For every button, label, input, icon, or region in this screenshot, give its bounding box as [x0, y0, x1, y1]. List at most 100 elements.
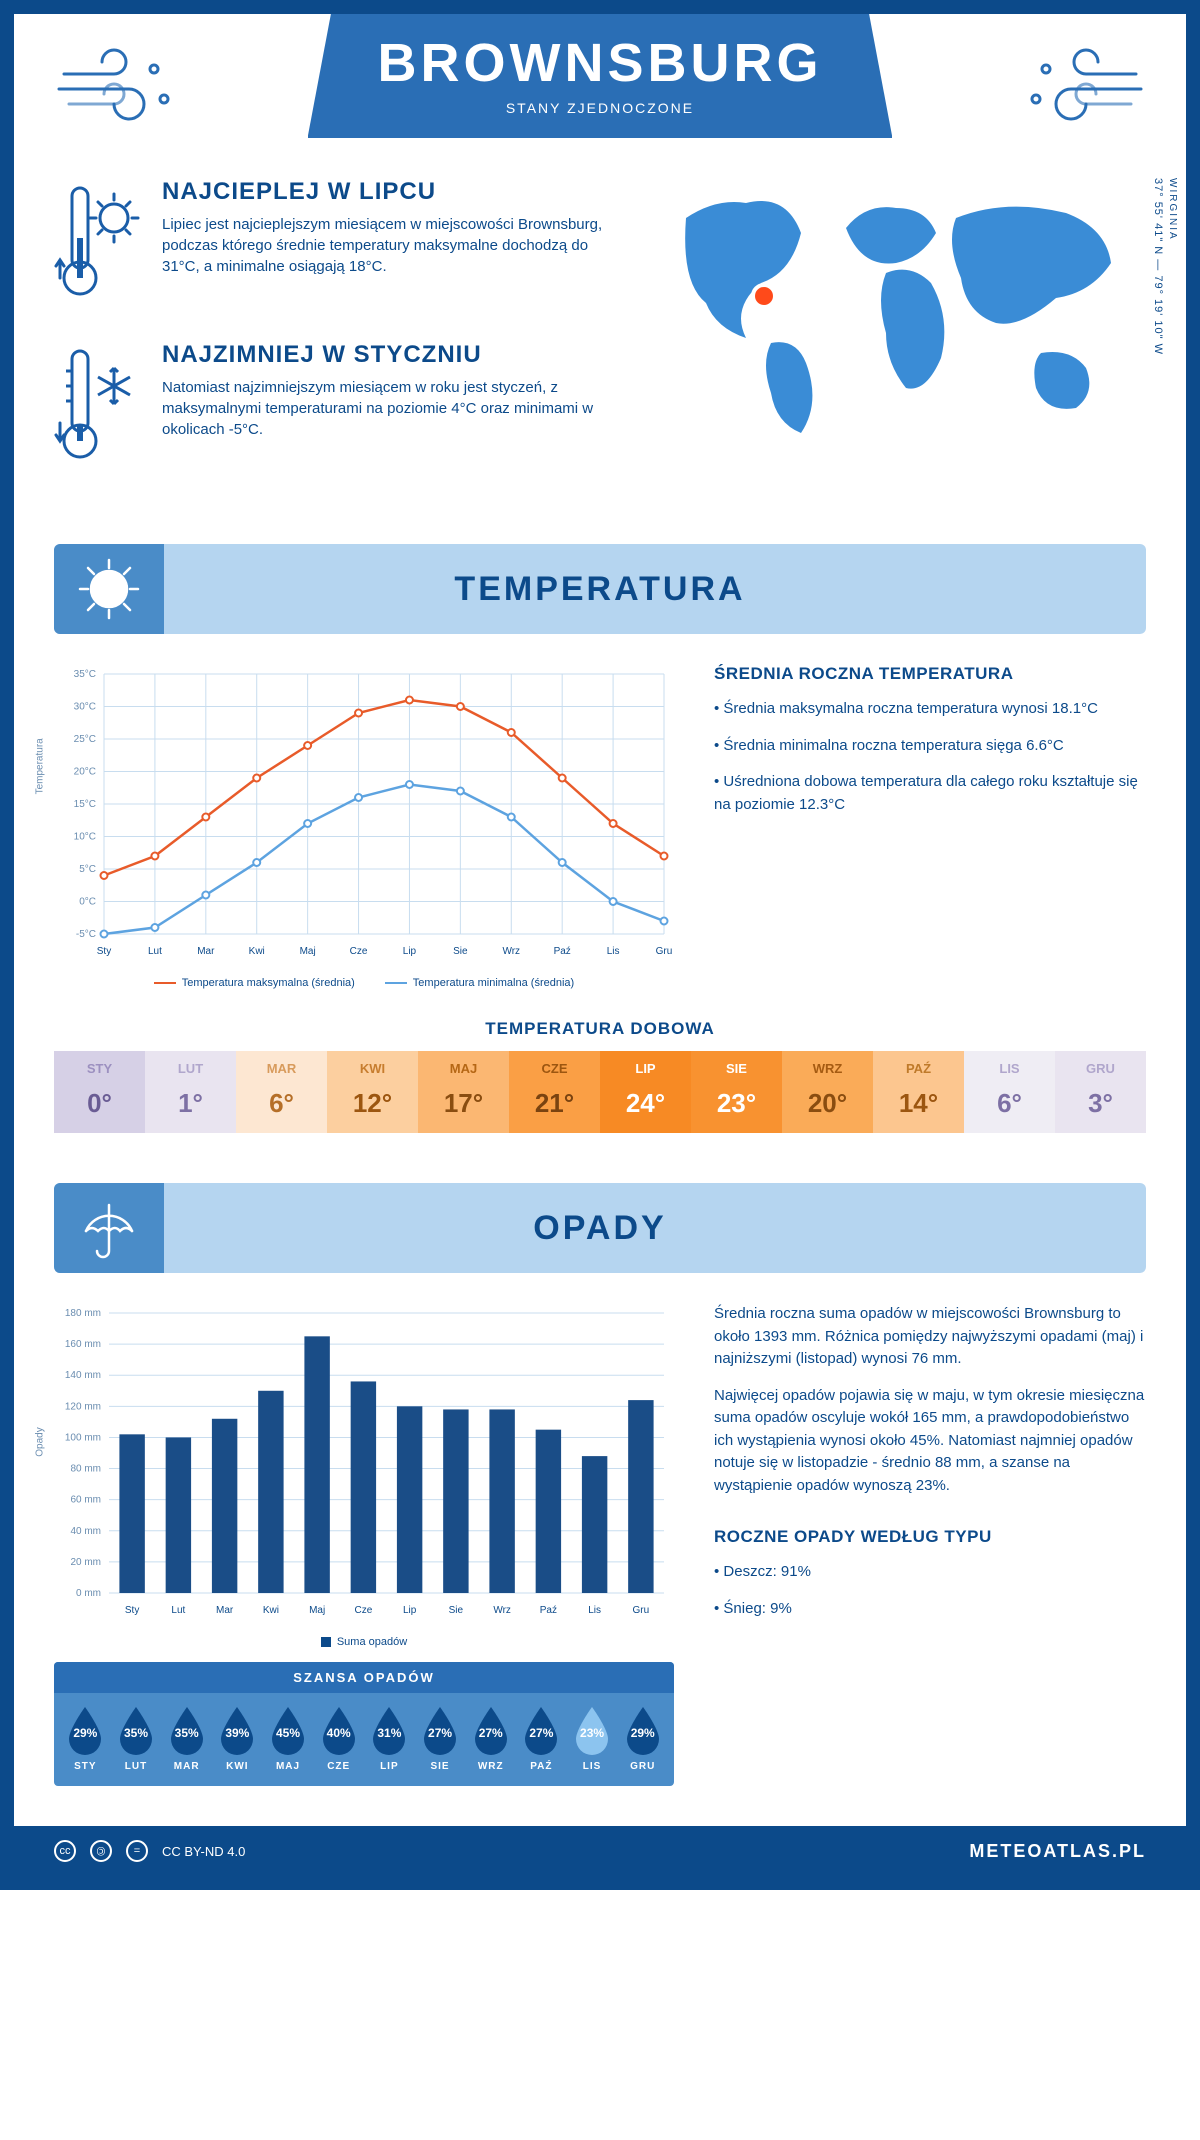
precip-chart-svg: 0 mm20 mm40 mm60 mm80 mm100 mm120 mm140 …: [54, 1303, 674, 1623]
intro-row: NAJCIEPLEJ W LIPCU Lipiec jest najcieple…: [54, 178, 1146, 504]
daily-temp-cell: PAŹ14°: [873, 1051, 964, 1133]
rain-drop-item: 35% LUT: [111, 1705, 162, 1772]
footer-license: cc 🄯 = CC BY-ND 4.0: [54, 1840, 245, 1862]
temperature-line-chart: Temperatura -5°C0°C5°C10°C15°C20°C25°C30…: [54, 664, 674, 989]
wind-icon-right: [1006, 44, 1146, 134]
daily-temp-month: MAJ: [418, 1061, 509, 1076]
title-banner: BROWNSBURG STANY ZJEDNOCZONE: [308, 14, 893, 138]
daily-temp-title: TEMPERATURA DOBOWA: [54, 1019, 1146, 1039]
svg-text:30°C: 30°C: [74, 702, 96, 713]
intro-facts: NAJCIEPLEJ W LIPCU Lipiec jest najcieple…: [54, 178, 616, 504]
rain-drop-icon: 27%: [521, 1705, 561, 1755]
svg-text:0°C: 0°C: [79, 897, 96, 908]
daily-temp-cell: WRZ 20°: [782, 1051, 873, 1133]
daily-temp-cell: LUT1°: [145, 1051, 236, 1133]
svg-text:Cze: Cze: [354, 1605, 372, 1616]
temp-bullet: • Średnia maksymalna roczna temperatura …: [714, 698, 1146, 721]
svg-text:20°C: 20°C: [74, 767, 96, 778]
rain-drop-month: STY: [60, 1761, 111, 1772]
fact-hot-text: NAJCIEPLEJ W LIPCU Lipiec jest najcieple…: [162, 178, 616, 313]
world-map: 37° 55' 41" N — 79° 19' 10" W WIRGINIA: [646, 178, 1146, 504]
rain-drop-icon: 35%: [116, 1705, 156, 1755]
svg-text:100 mm: 100 mm: [65, 1432, 101, 1443]
rain-drop-icon: 29%: [65, 1705, 105, 1755]
rain-chance-value: 27%: [529, 1726, 553, 1740]
rain-drop-item: 23% LIS: [567, 1705, 618, 1772]
rain-drop-month: WRZ: [465, 1761, 516, 1772]
precip-summary: Średnia roczna suma opadów w miejscowośc…: [714, 1303, 1146, 1786]
header: BROWNSBURG STANY ZJEDNOCZONE: [54, 44, 1146, 138]
rain-drop-icon: 27%: [420, 1705, 460, 1755]
rain-drop-item: 29% STY: [60, 1705, 111, 1772]
rain-drop-icon: 35%: [167, 1705, 207, 1755]
rain-drop-month: LIP: [364, 1761, 415, 1772]
daily-temp-cell: SIE23°: [691, 1051, 782, 1133]
daily-temp-value: 21°: [509, 1088, 600, 1119]
temp-bullet: • Uśredniona dobowa temperatura dla całe…: [714, 771, 1146, 816]
precipitation-title: OPADY: [533, 1209, 666, 1248]
svg-text:Lut: Lut: [171, 1605, 185, 1616]
rain-drops-row: 29% STY 35% LUT 35% MAR 39% KWI 45% MAJ …: [54, 1693, 674, 1776]
thermometer-sun-icon: [54, 178, 144, 313]
fact-cold-body: Natomiast najzimniejszym miesiącem w rok…: [162, 377, 616, 440]
svg-text:5°C: 5°C: [79, 864, 96, 875]
daily-temp-value: 12°: [327, 1088, 418, 1119]
umbrella-icon: [54, 1183, 164, 1273]
rain-drop-item: 35% MAR: [161, 1705, 212, 1772]
daily-temp-value: 1°: [145, 1088, 236, 1119]
wind-icon-left: [54, 44, 194, 134]
daily-temp-month: PAŹ: [873, 1061, 964, 1076]
rain-drop-month: MAR: [161, 1761, 212, 1772]
temp-y-axis-label: Temperatura: [35, 738, 46, 794]
country-subtitle: STANY ZJEDNOCZONE: [378, 100, 823, 116]
rain-chance-value: 35%: [175, 1726, 199, 1740]
rain-drop-item: 27% WRZ: [465, 1705, 516, 1772]
svg-text:Lip: Lip: [403, 946, 417, 957]
daily-temp-month: CZE: [509, 1061, 600, 1076]
daily-temp-month: GRU: [1055, 1061, 1146, 1076]
svg-text:Lis: Lis: [607, 946, 620, 957]
svg-text:Kwi: Kwi: [263, 1605, 279, 1616]
rain-drop-icon: 27%: [471, 1705, 511, 1755]
page-frame: BROWNSBURG STANY ZJEDNOCZONE: [0, 0, 1200, 1890]
svg-text:140 mm: 140 mm: [65, 1370, 101, 1381]
svg-text:Kwi: Kwi: [249, 946, 265, 957]
svg-text:Maj: Maj: [309, 1605, 325, 1616]
rain-drop-item: 45% MAJ: [263, 1705, 314, 1772]
daily-temp-value: 17°: [418, 1088, 509, 1119]
region-label: WIRGINIA: [1167, 178, 1178, 241]
rain-chance-value: 35%: [124, 1726, 148, 1740]
svg-text:120 mm: 120 mm: [65, 1401, 101, 1412]
daily-temp-cell: LIP24°: [600, 1051, 691, 1133]
temp-bullet: • Średnia minimalna roczna temperatura s…: [714, 735, 1146, 758]
svg-text:Gru: Gru: [633, 1605, 650, 1616]
precipitation-bar-chart: Opady 0 mm20 mm40 mm60 mm80 mm100 mm120 …: [54, 1303, 674, 1786]
rain-drop-icon: 45%: [268, 1705, 308, 1755]
svg-text:Mar: Mar: [216, 1605, 234, 1616]
temperature-chart-row: Temperatura -5°C0°C5°C10°C15°C20°C25°C30…: [54, 664, 1146, 989]
legend-bar: Suma opadów: [321, 1636, 407, 1648]
fact-cold-title: NAJZIMNIEJ W STYCZNIU: [162, 341, 616, 369]
precip-legend: Suma opadów: [54, 1636, 674, 1648]
rain-chance-value: 29%: [73, 1726, 97, 1740]
sun-icon: [54, 544, 164, 634]
temp-summary-title: ŚREDNIA ROCZNA TEMPERATURA: [714, 664, 1146, 684]
daily-temp-cell: MAR6°: [236, 1051, 327, 1133]
fact-hot-body: Lipiec jest najcieplejszym miesiącem w m…: [162, 214, 616, 277]
daily-temp-value: 24°: [600, 1088, 691, 1119]
rain-drop-icon: 23%: [572, 1705, 612, 1755]
precip-type-title: ROCZNE OPADY WEDŁUG TYPU: [714, 1527, 1146, 1547]
rain-chance-value: 27%: [479, 1726, 503, 1740]
daily-temp-value: 20°: [782, 1088, 873, 1119]
coordinates: 37° 55' 41" N — 79° 19' 10" W: [1152, 178, 1164, 355]
daily-temp-month: WRZ: [782, 1061, 873, 1076]
fact-cold: NAJZIMNIEJ W STYCZNIU Natomiast najzimni…: [54, 341, 616, 476]
daily-temp-value: 6°: [236, 1088, 327, 1119]
rain-chance-value: 45%: [276, 1726, 300, 1740]
rain-drop-item: 39% KWI: [212, 1705, 263, 1772]
daily-temp-month: KWI: [327, 1061, 418, 1076]
svg-text:Gru: Gru: [656, 946, 673, 957]
legend-max: Temperatura maksymalna (średnia): [154, 977, 355, 989]
daily-temp-cell: CZE 21°: [509, 1051, 600, 1133]
precipitation-banner: OPADY: [54, 1183, 1146, 1273]
